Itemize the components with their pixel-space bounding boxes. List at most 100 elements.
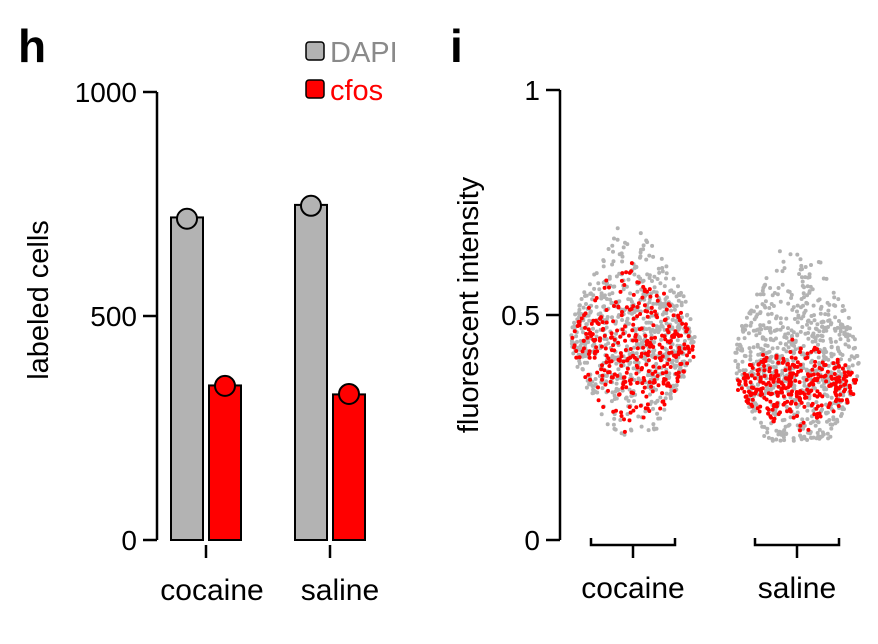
i-point-dapi-saline	[838, 323, 843, 327]
i-point-dapi-saline	[791, 438, 796, 443]
i-point-dapi-saline	[810, 358, 815, 363]
i-point-dapi-cocaine	[604, 374, 609, 378]
i-point-cfos-cocaine	[690, 347, 695, 352]
i-point-cfos-cocaine	[634, 338, 639, 343]
i-point-dapi-cocaine	[662, 407, 667, 412]
i-point-cfos-saline	[833, 365, 838, 370]
i-point-dapi-cocaine	[626, 277, 631, 282]
i-point-dapi-saline	[814, 368, 819, 373]
i-point-dapi-cocaine	[577, 303, 582, 308]
i-point-cfos-cocaine	[630, 328, 635, 333]
i-point-cfos-saline	[798, 423, 803, 428]
i-point-dapi-cocaine	[587, 382, 592, 387]
i-point-dapi-cocaine	[654, 290, 659, 295]
h-y-axis: 0 500 1000	[75, 77, 159, 556]
i-point-cfos-saline	[797, 380, 802, 385]
i-point-cfos-cocaine	[655, 298, 660, 303]
i-point-cfos-cocaine	[643, 333, 648, 338]
i-point-dapi-cocaine	[593, 377, 598, 381]
i-point-cfos-cocaine	[676, 374, 681, 379]
i-point-dapi-saline	[774, 316, 778, 321]
i-point-dapi-cocaine	[638, 276, 643, 281]
i-point-cfos-cocaine	[604, 360, 609, 365]
i-point-cfos-saline	[804, 377, 809, 382]
i-point-dapi-cocaine	[647, 253, 652, 258]
i-point-dapi-saline	[748, 357, 753, 362]
i-point-dapi-cocaine	[584, 302, 588, 306]
i-point-cfos-cocaine	[680, 321, 685, 326]
i-point-dapi-saline	[778, 341, 783, 346]
i-point-cfos-saline	[750, 397, 755, 402]
i-point-dapi-cocaine	[587, 318, 592, 323]
i-point-cfos-saline	[811, 372, 816, 377]
i-point-dapi-saline	[792, 317, 797, 321]
i-point-cfos-cocaine	[586, 305, 591, 310]
i-point-cfos-saline	[742, 389, 747, 394]
i-point-dapi-saline	[795, 309, 799, 314]
i-point-dapi-saline	[770, 360, 775, 365]
i-point-cfos-cocaine	[584, 331, 589, 336]
i-point-dapi-cocaine	[618, 418, 623, 422]
i-point-cfos-cocaine	[609, 348, 614, 353]
i-point-cfos-saline	[798, 346, 803, 351]
i-point-dapi-saline	[755, 312, 760, 317]
i-point-cfos-cocaine	[644, 394, 649, 399]
i-point-dapi-saline	[775, 292, 780, 297]
i-point-cfos-cocaine	[612, 372, 617, 377]
i-point-dapi-cocaine	[670, 317, 675, 322]
i-point-dapi-saline	[756, 352, 761, 357]
i-point-cfos-cocaine	[631, 292, 636, 297]
i-point-cfos-cocaine	[650, 371, 655, 376]
i-point-dapi-saline	[786, 289, 791, 294]
i-point-dapi-cocaine	[665, 295, 669, 300]
i-point-cfos-cocaine	[602, 368, 607, 373]
i-point-dapi-cocaine	[632, 399, 636, 404]
i-point-dapi-saline	[830, 422, 835, 427]
i-point-cfos-cocaine	[639, 354, 644, 359]
i-point-cfos-cocaine	[595, 349, 600, 354]
i-point-cfos-cocaine	[600, 320, 605, 325]
i-point-dapi-cocaine	[575, 364, 580, 369]
i-point-cfos-saline	[761, 380, 766, 385]
i-point-cfos-saline	[776, 360, 781, 365]
i-point-dapi-cocaine	[602, 304, 606, 309]
i-point-dapi-saline	[801, 344, 806, 348]
i-point-cfos-cocaine	[627, 405, 632, 409]
i-point-dapi-cocaine	[659, 337, 664, 342]
i-point-cfos-cocaine	[631, 316, 636, 321]
i-point-cfos-saline	[831, 361, 836, 366]
i-point-dapi-cocaine	[691, 340, 696, 344]
i-point-dapi-cocaine	[650, 279, 654, 283]
i-point-cfos-cocaine	[668, 365, 673, 369]
i-point-dapi-saline	[755, 344, 760, 349]
i-point-cfos-cocaine	[627, 333, 631, 338]
i-point-dapi-cocaine	[669, 288, 674, 293]
i-point-dapi-saline	[763, 343, 768, 348]
i-point-dapi-saline	[752, 317, 757, 322]
i-point-dapi-saline	[829, 340, 834, 344]
i-point-dapi-cocaine	[620, 254, 625, 259]
i-point-cfos-cocaine	[677, 318, 682, 323]
i-point-dapi-saline	[768, 337, 773, 342]
i-point-dapi-saline	[759, 420, 763, 425]
i-point-dapi-saline	[766, 312, 771, 317]
i-point-dapi-saline	[789, 328, 794, 333]
i-point-dapi-cocaine	[660, 324, 665, 329]
i-point-dapi-saline	[786, 326, 790, 331]
i-point-dapi-saline	[803, 331, 808, 336]
i-point-dapi-cocaine	[607, 274, 612, 279]
i-point-dapi-cocaine	[657, 327, 662, 332]
i-point-cfos-saline	[812, 363, 817, 368]
i-point-cfos-saline	[795, 360, 800, 365]
i-point-cfos-saline	[798, 362, 803, 367]
i-point-dapi-saline	[824, 393, 829, 398]
i-point-cfos-saline	[810, 401, 815, 406]
i-point-cfos-cocaine	[582, 346, 586, 351]
i-point-dapi-cocaine	[577, 307, 582, 312]
i-point-cfos-cocaine	[619, 414, 624, 418]
i-point-cfos-cocaine	[656, 383, 661, 388]
i-point-dapi-saline	[807, 272, 812, 277]
i-point-dapi-saline	[820, 434, 825, 438]
i-point-cfos-saline	[798, 428, 802, 433]
i-point-dapi-saline	[774, 268, 779, 273]
